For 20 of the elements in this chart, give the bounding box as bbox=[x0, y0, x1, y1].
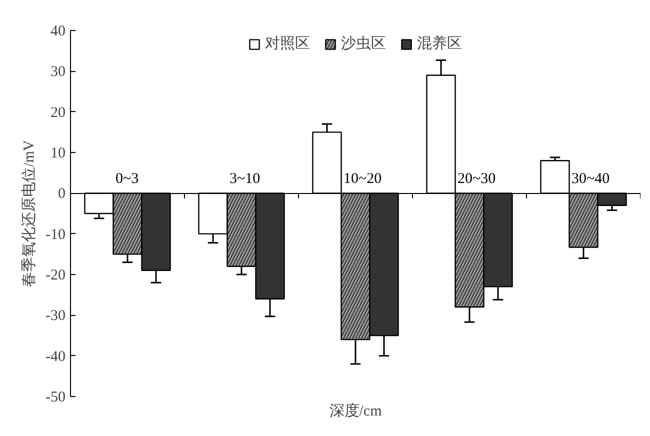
x-tick-label: 10~20 bbox=[344, 171, 382, 188]
y-tick-label: -10 bbox=[46, 226, 66, 243]
y-tick-label: 0 bbox=[58, 186, 66, 202]
legend-label: 沙虫区 bbox=[341, 34, 386, 53]
legend-label: 对照区 bbox=[265, 34, 310, 53]
y-tick-label: -50 bbox=[46, 390, 66, 406]
x-tick-label: 20~30 bbox=[458, 171, 496, 188]
y-tick-label: 40 bbox=[50, 24, 66, 40]
x-tick-label: 30~40 bbox=[572, 171, 610, 188]
y-axis-title: 春季氧化还原电位/mV bbox=[20, 140, 38, 287]
y-tick-label: 20 bbox=[50, 104, 66, 121]
x-tick-label: 0~3 bbox=[116, 171, 139, 188]
y-tick-label: -40 bbox=[46, 348, 66, 365]
y-tick-label: -20 bbox=[46, 268, 66, 284]
y-tick-label: -30 bbox=[46, 308, 66, 324]
y-tick-label: 10 bbox=[50, 146, 66, 162]
legend-label: 混养区 bbox=[417, 34, 462, 53]
y-tick-label: 30 bbox=[50, 64, 66, 80]
x-tick-label: 3~10 bbox=[230, 171, 260, 188]
x-axis-title: 深度/cm bbox=[329, 402, 382, 420]
